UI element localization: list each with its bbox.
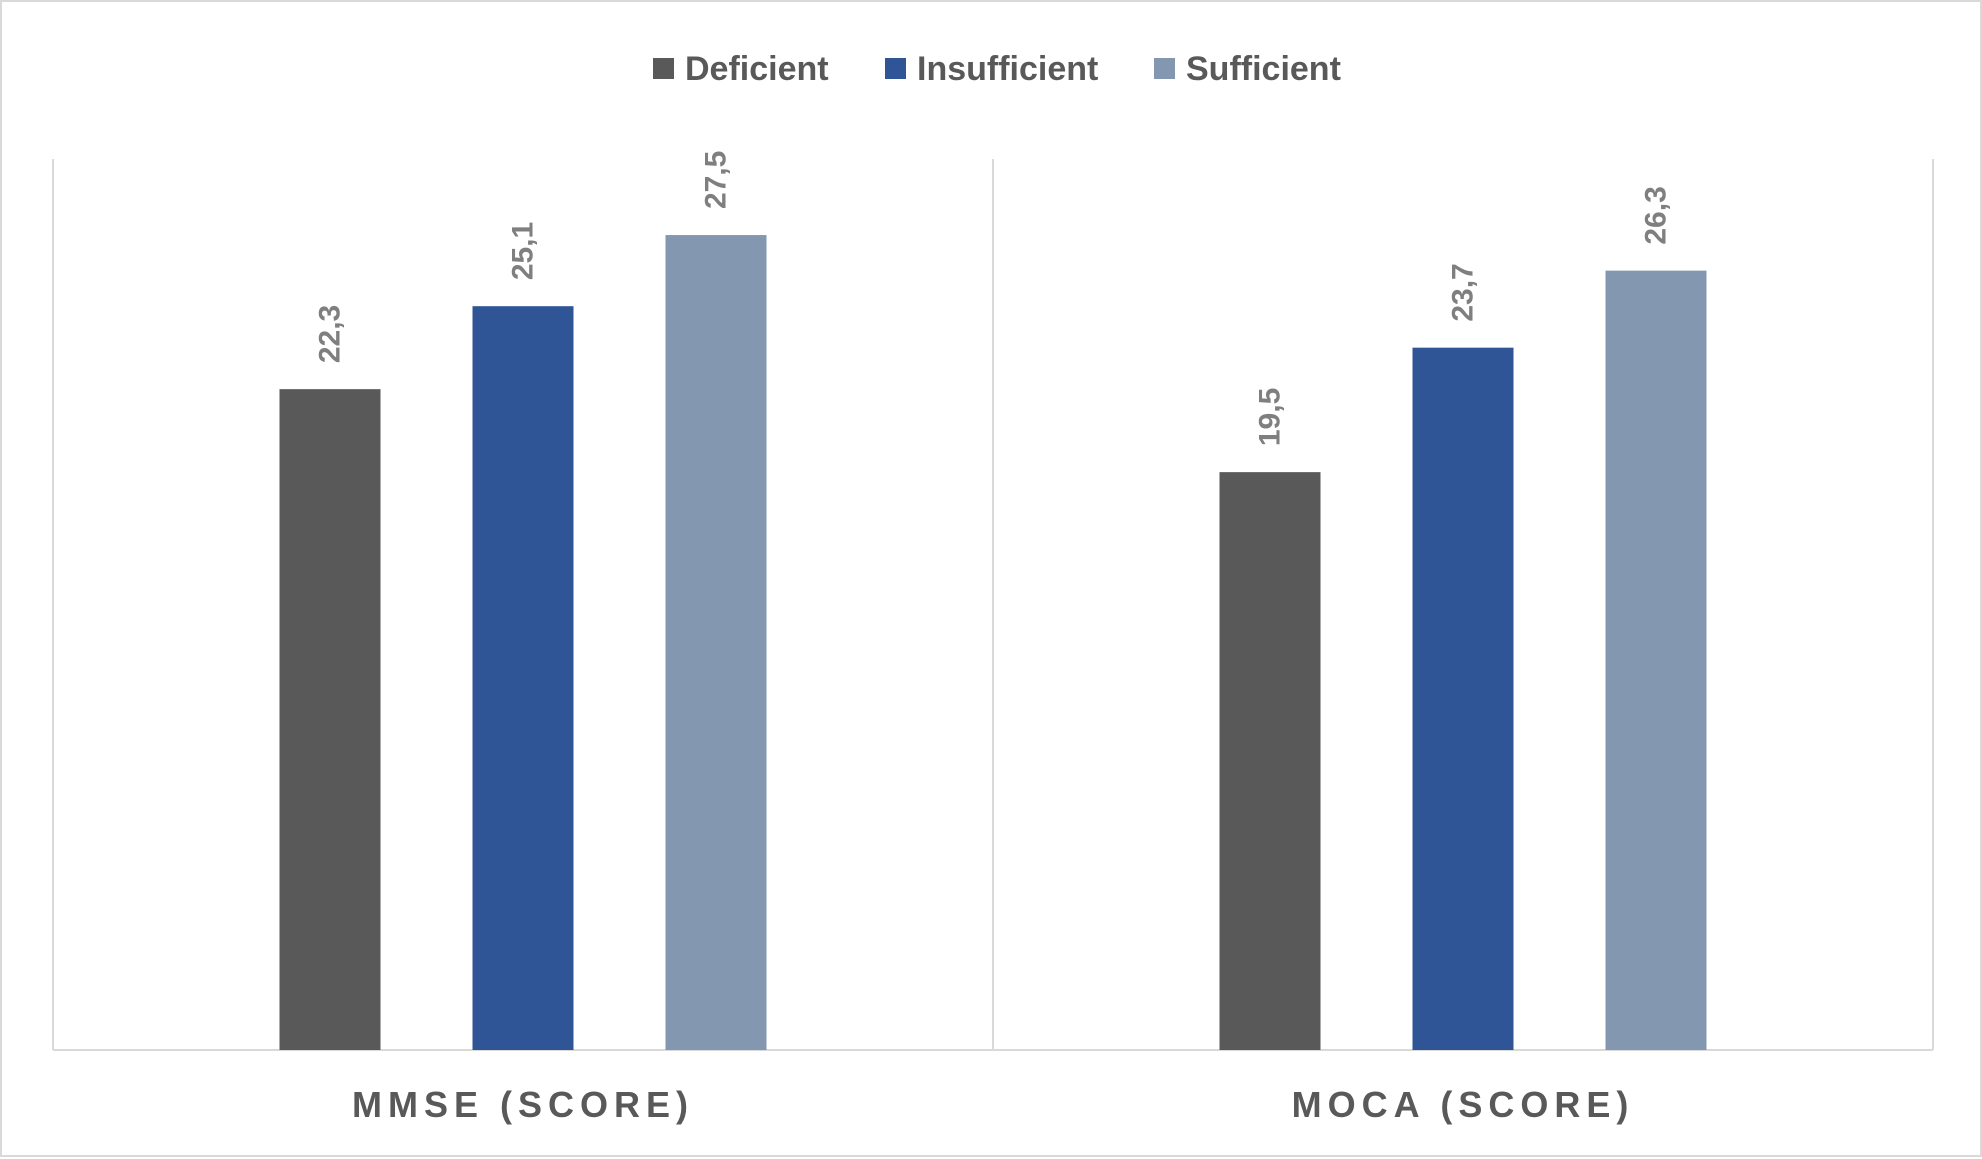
- bar-insufficient-mmse: [472, 306, 574, 1051]
- legend-swatch-insufficient: [885, 58, 906, 79]
- data-label-insufficient-moca: 23,7: [1447, 263, 1480, 321]
- data-labels: 22,3 25,1 27,5 19,5 23,7 26,3: [314, 151, 1673, 446]
- bars: [279, 235, 1707, 1051]
- bar-deficient-mmse: [279, 389, 381, 1050]
- data-label-sufficient-mmse: 27,5: [700, 151, 733, 209]
- data-label-sufficient-moca: 26,3: [1640, 186, 1673, 244]
- legend-label-deficient: Deficient: [685, 50, 829, 88]
- legend-item-sufficient: Sufficient: [1154, 50, 1341, 88]
- legend-label-insufficient: Insufficient: [917, 50, 1098, 88]
- category-label-mmse: MMSE (SCORE): [352, 1084, 694, 1125]
- legend-item-insufficient: Insufficient: [885, 50, 1098, 88]
- legend-swatch-sufficient: [1154, 58, 1175, 79]
- legend-swatch-deficient: [653, 58, 674, 79]
- legend-label-sufficient: Sufficient: [1186, 50, 1341, 88]
- data-label-deficient-moca: 19,5: [1254, 388, 1287, 446]
- bar-deficient-moca: [1219, 472, 1321, 1050]
- category-labels: MMSE (SCORE) MOCA (SCORE): [352, 1084, 1635, 1125]
- bar-insufficient-moca: [1412, 347, 1514, 1051]
- legend: Deficient Insufficient Sufficient: [653, 50, 1341, 88]
- bar-sufficient-moca: [1605, 270, 1707, 1050]
- data-label-deficient-mmse: 22,3: [314, 305, 347, 363]
- category-label-moca: MOCA (SCORE): [1292, 1084, 1635, 1125]
- legend-item-deficient: Deficient: [653, 50, 829, 88]
- bar-sufficient-mmse: [665, 235, 767, 1050]
- data-label-insufficient-mmse: 25,1: [507, 222, 540, 280]
